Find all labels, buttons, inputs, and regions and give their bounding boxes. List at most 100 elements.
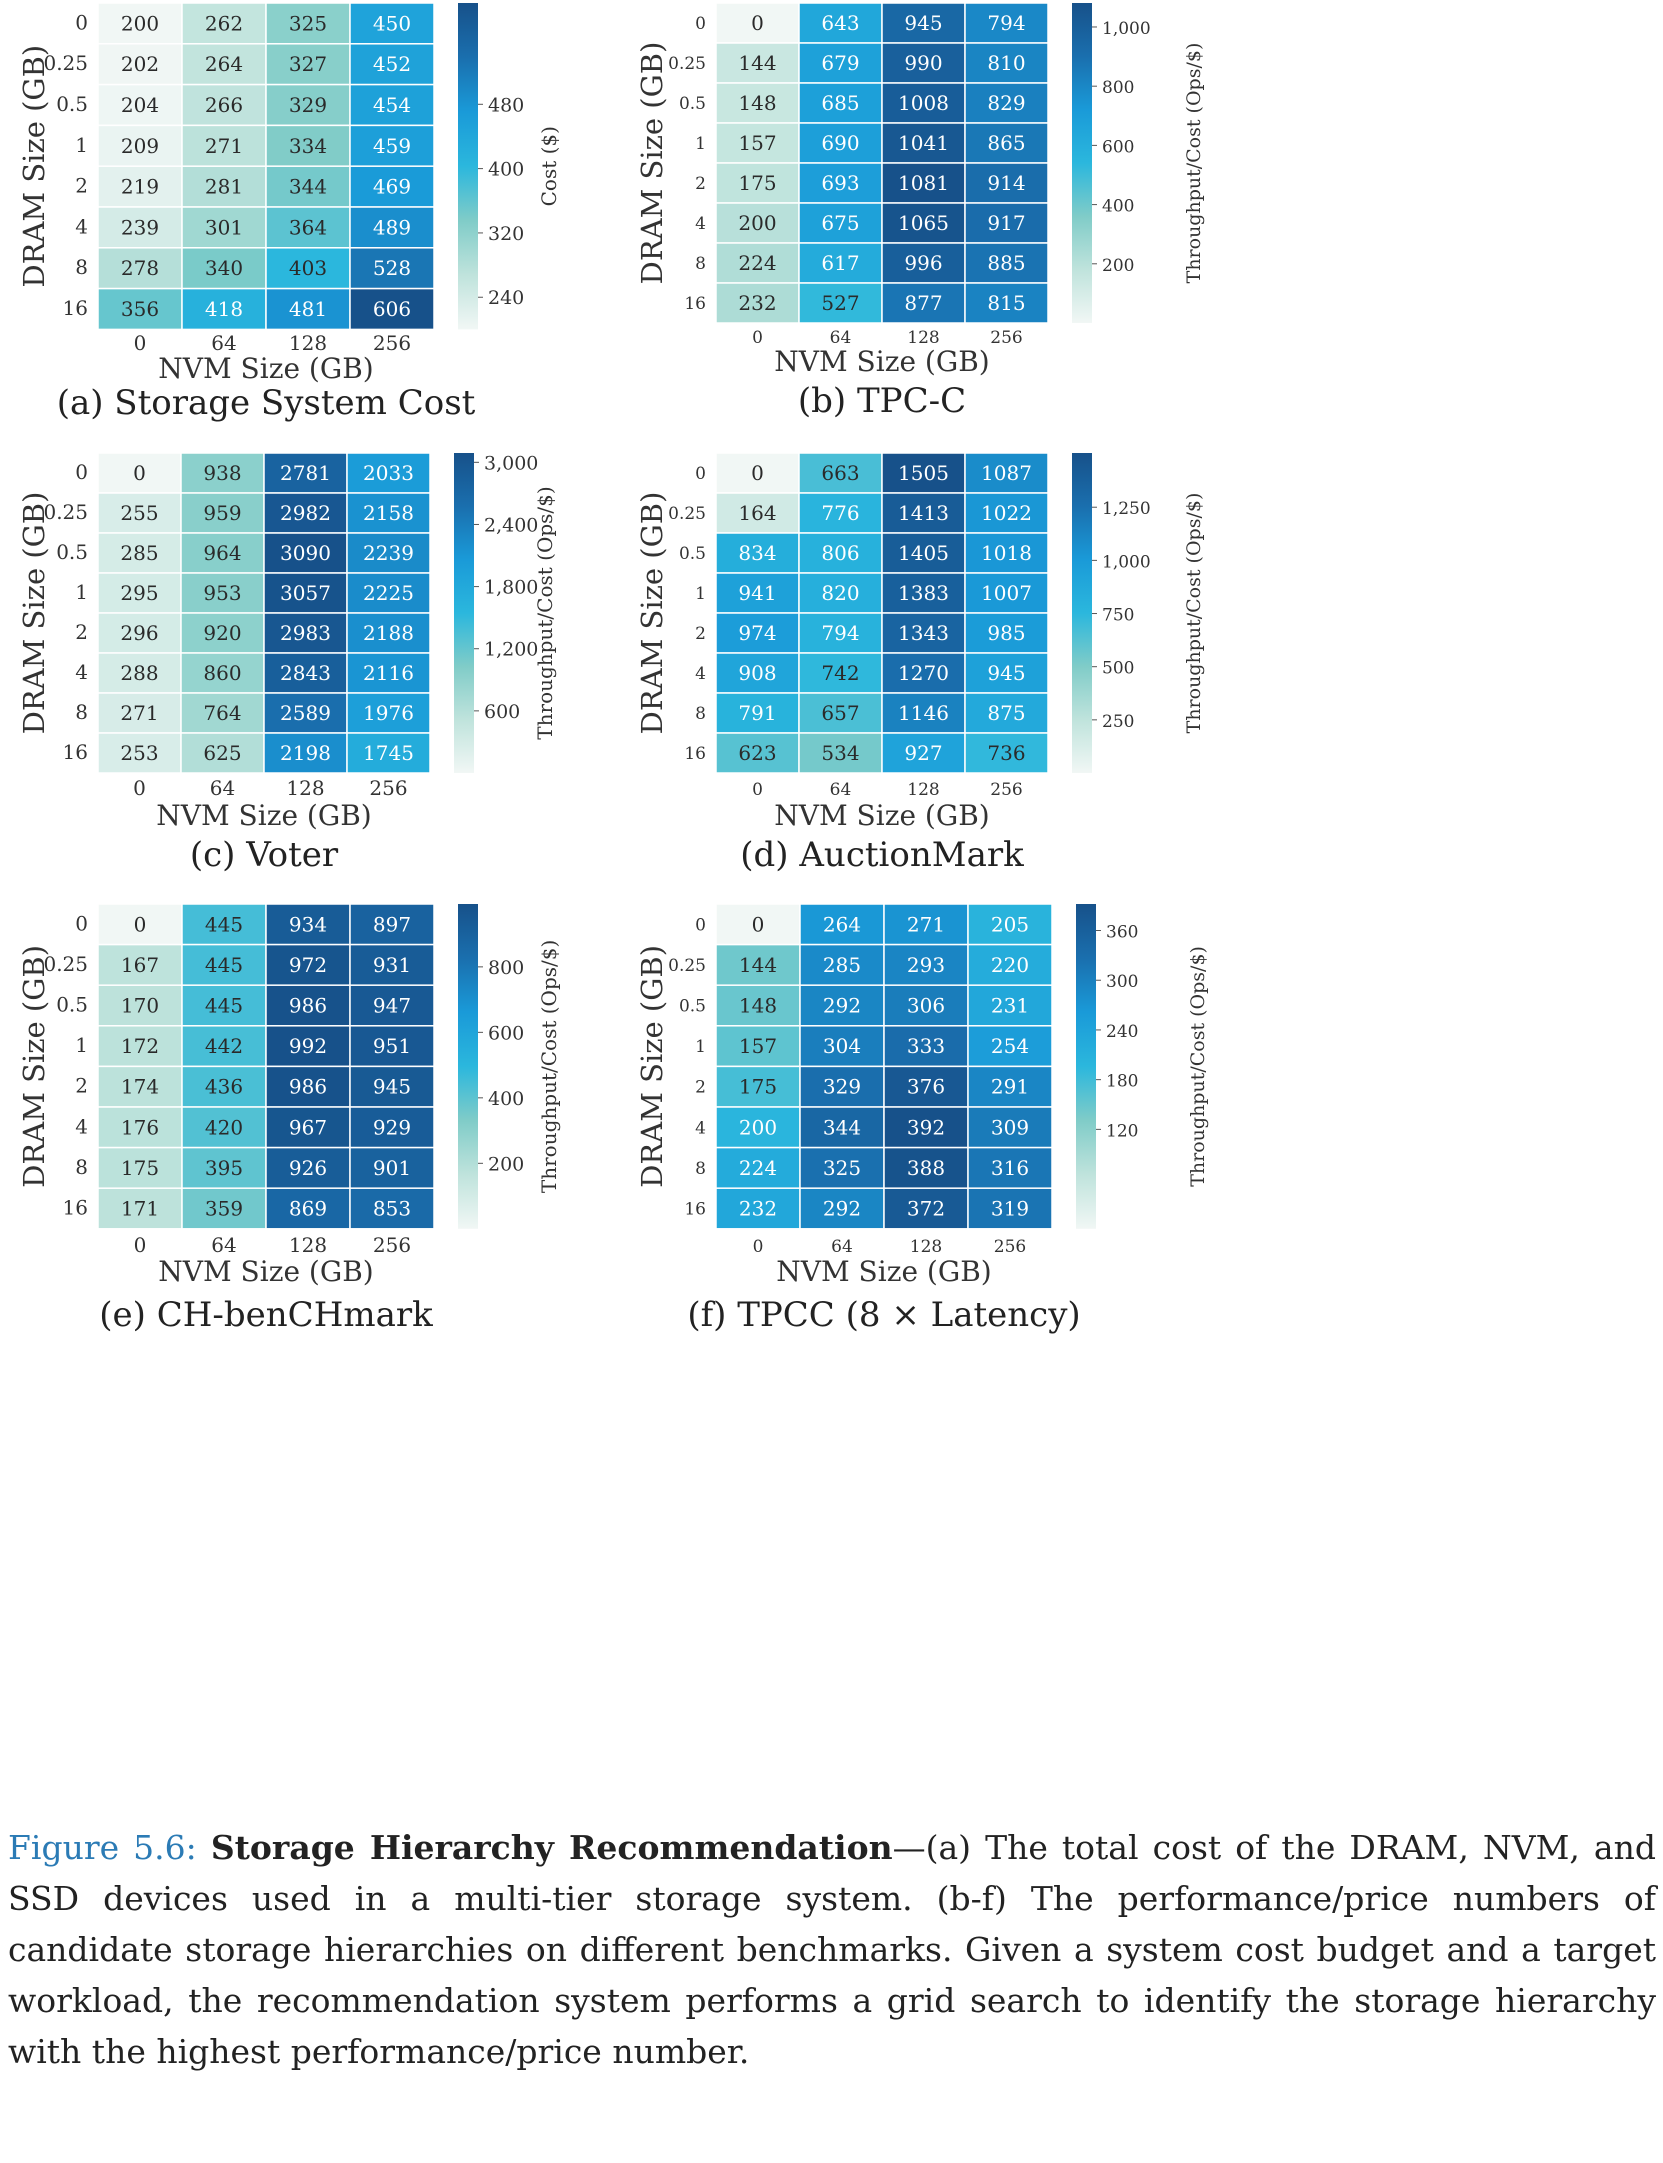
x-tick-label: 0	[134, 331, 147, 355]
cell-value-label: 869	[289, 1197, 327, 1221]
heatmap-cell	[967, 1106, 1053, 1149]
panel-caption: (f) TPCC (8 × Latency)	[687, 1295, 1080, 1335]
cell-value-label: 693	[821, 171, 859, 195]
heatmap-cell	[799, 903, 885, 946]
cell-value-label: 316	[991, 1156, 1029, 1180]
y-axis-label: DRAM Size (GB)	[17, 45, 51, 288]
heatmap-cell	[349, 287, 435, 331]
colorbar-tick-label: 750	[1102, 606, 1134, 626]
cell-value-label: 2116	[363, 661, 414, 685]
colorbar-tick-label: 400	[488, 1088, 524, 1110]
cell-value-label: 736	[987, 741, 1025, 765]
cell-value-label: 860	[203, 661, 241, 685]
heatmap-cell	[180, 692, 265, 734]
cell-value-label: 148	[738, 91, 776, 115]
heatmap-cell	[181, 124, 267, 167]
cell-value-label: 445	[205, 912, 243, 936]
heatmap-cell	[798, 732, 883, 774]
heatmap-cell	[715, 122, 800, 164]
cell-value-label: 2188	[363, 621, 414, 645]
cell-value-label: 329	[289, 93, 327, 117]
heatmap-cell	[964, 82, 1049, 124]
y-tick-label: 0	[695, 915, 706, 935]
cell-value-label: 945	[373, 1075, 411, 1099]
cell-value-label: 791	[738, 701, 776, 725]
heatmap-cell	[881, 122, 966, 164]
heatmap-cell	[181, 165, 267, 208]
heatmap-cell	[349, 1187, 435, 1230]
y-tick-label: 0.5	[679, 997, 706, 1017]
cell-value-label: 340	[205, 256, 243, 280]
x-tick-label: 256	[990, 328, 1022, 348]
heatmap-cell	[180, 732, 265, 774]
heatmap-cell	[349, 165, 435, 208]
heatmap-cell	[798, 572, 883, 614]
heatmap-cell	[715, 943, 801, 986]
cell-value-label: 820	[821, 581, 859, 605]
heatmap-cell	[181, 984, 267, 1027]
cell-value-label: 220	[991, 953, 1029, 977]
heatmap-cell	[715, 732, 800, 774]
colorbar-tick-label: 480	[488, 94, 524, 116]
heatmap-cell	[349, 206, 435, 249]
cell-value-label: 395	[205, 1156, 243, 1180]
cell-value-label: 2198	[280, 741, 331, 765]
colorbar-label: Throughput/Cost (Ops/$)	[1183, 493, 1205, 734]
cell-value-label: 885	[987, 251, 1025, 275]
y-tick-label: 4	[75, 660, 88, 684]
cell-value-label: 372	[907, 1197, 945, 1221]
x-tick-label: 0	[133, 776, 146, 800]
cell-value-label: 1505	[898, 461, 949, 485]
y-tick-label: 4	[695, 1118, 706, 1138]
heatmap-cell	[798, 162, 883, 204]
heatmap-cell	[883, 1146, 969, 1189]
heatmap-cell	[964, 652, 1049, 694]
panel-caption: (a) Storage System Cost	[57, 383, 476, 423]
heatmap-cell	[346, 492, 431, 534]
cell-value-label: 171	[121, 1197, 159, 1221]
cell-value-label: 356	[121, 297, 159, 321]
cell-value-label: 1745	[363, 741, 414, 765]
cell-value-label: 232	[738, 291, 776, 315]
y-tick-label: 0.25	[668, 54, 706, 74]
cell-value-label: 947	[373, 994, 411, 1018]
heatmap-cell	[799, 1146, 885, 1189]
cell-value-label: 291	[991, 1075, 1029, 1099]
heatmap-cell	[180, 492, 265, 534]
cell-value-label: 200	[121, 11, 159, 35]
cell-value-label: 1022	[981, 501, 1032, 525]
cell-value-label: 403	[289, 256, 327, 280]
cell-value-label: 3090	[280, 541, 331, 565]
cell-value-label: 148	[739, 994, 777, 1018]
heatmap-cell	[799, 984, 885, 1027]
cell-value-label: 450	[373, 11, 411, 35]
cell-value-label: 908	[738, 661, 776, 685]
heatmap-cell	[97, 984, 183, 1027]
cell-value-label: 834	[738, 541, 776, 565]
heatmap-cell	[349, 247, 435, 290]
heatmap-cell	[349, 83, 435, 127]
y-axis-label: DRAM Size (GB)	[17, 945, 51, 1188]
heatmap-cell	[346, 532, 431, 574]
x-tick-label: 256	[994, 1237, 1026, 1257]
heatmap-cell	[265, 903, 351, 946]
heatmap-cell	[798, 242, 883, 284]
y-tick-label: 0.5	[56, 540, 88, 564]
cell-value-label: 806	[821, 541, 859, 565]
y-tick-label: 8	[75, 1155, 88, 1179]
cell-value-label: 927	[904, 741, 942, 765]
y-tick-label: 0.5	[56, 92, 88, 116]
cell-value-label: 262	[205, 11, 243, 35]
heatmap-cell	[346, 692, 431, 734]
heatmap-cell	[265, 247, 351, 290]
heatmap-cell	[349, 124, 435, 167]
panel-caption: (e) CH-benCHmark	[99, 1295, 433, 1335]
panel-caption: (c) Voter	[190, 835, 339, 875]
cell-value-label: 1383	[898, 581, 949, 605]
y-tick-label: 4	[75, 214, 88, 238]
cell-value-label: 0	[134, 912, 147, 936]
heatmap-cell	[265, 984, 351, 1027]
